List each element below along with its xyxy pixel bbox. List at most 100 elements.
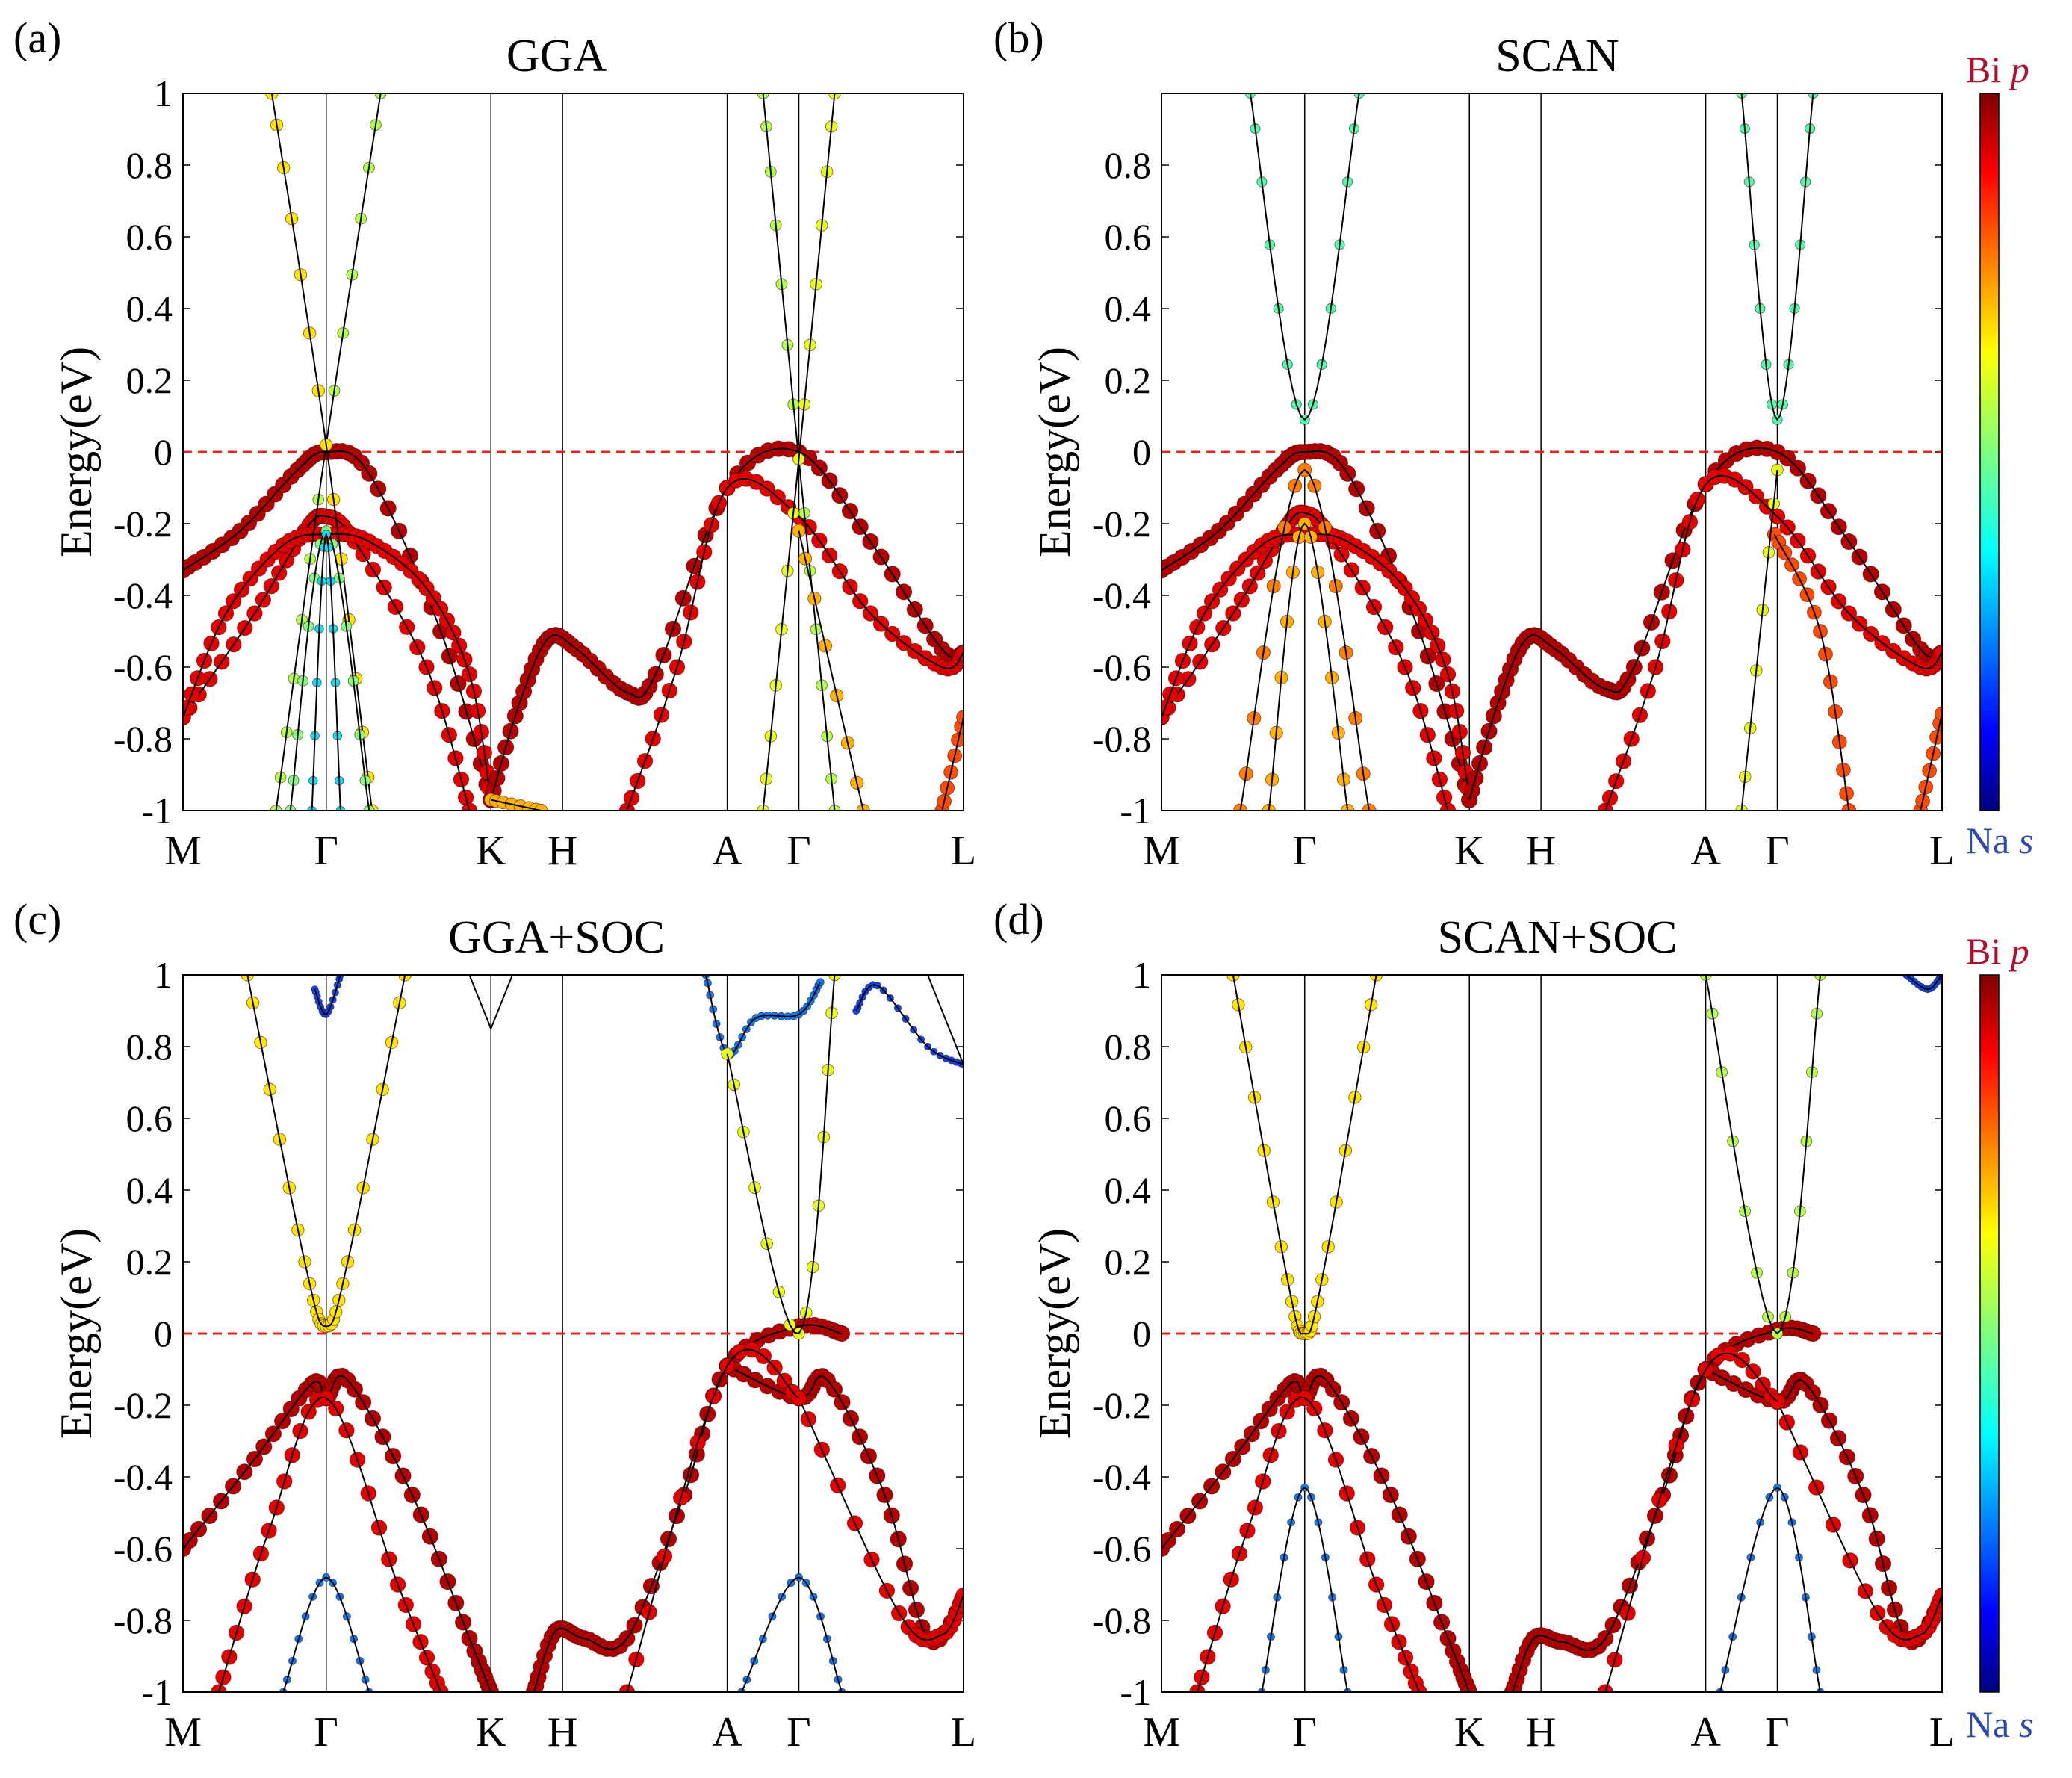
y-tick-label: 0.4 [1105, 288, 1152, 329]
y-tick-label: -0.6 [1092, 646, 1151, 688]
band-line [798, 530, 864, 811]
y-tick-label: 0.2 [126, 1241, 173, 1283]
band-line [270, 93, 373, 811]
y-tick-label: 0.6 [126, 1097, 173, 1139]
panel-title: SCAN [1495, 31, 1619, 81]
band-weight-dot [211, 1684, 227, 1692]
panel-label: (c) [13, 895, 61, 944]
y-tick-label: -0.6 [114, 646, 173, 688]
plot-frame [182, 974, 964, 1693]
y-tick-label: 0.6 [126, 216, 173, 258]
kpoint-label: H [548, 828, 577, 874]
band-line [1261, 1487, 1349, 1692]
kpoint-label: K [1454, 1709, 1484, 1756]
kpoint-label: K [476, 1709, 506, 1756]
y-tick-label: -0.4 [1092, 1456, 1151, 1498]
bands-group [183, 93, 964, 811]
y-tick-label: -0.6 [1092, 1528, 1151, 1570]
colorbar-bottom: Bi p Na s [1966, 930, 2033, 1745]
y-tick-label: 0 [154, 1313, 173, 1354]
kpoint-label: Γ [1293, 1709, 1317, 1756]
panel-title: SCAN+SOC [1438, 912, 1678, 963]
y-tick-label: 0.8 [1105, 144, 1152, 186]
y-tick-label: 0.4 [126, 1169, 173, 1211]
band-weight-dot [721, 1047, 733, 1060]
band-line [468, 975, 492, 1029]
band-line [941, 716, 964, 811]
band-line [1776, 1401, 1942, 1641]
kpoint-label: M [164, 1709, 202, 1756]
kpoint-label: A [712, 1709, 742, 1756]
y-tick-label: 0.6 [1105, 216, 1152, 258]
band-weight-dot [534, 803, 548, 811]
y-tick-label: -0.4 [114, 1456, 173, 1498]
kpoint-label: L [951, 1709, 976, 1756]
colorbar-bottom-high-label: Bi p [1966, 930, 2029, 972]
kpoint-label: Γ [1765, 828, 1789, 874]
y-tick-label: 0 [1132, 431, 1151, 473]
y-tick-label: 1 [1132, 954, 1151, 996]
y-tick-label: 0.8 [1105, 1026, 1152, 1068]
colorbar-bottom-low-label: Na s [1966, 1703, 2033, 1745]
y-axis-label: Energy(eV) [1030, 1228, 1079, 1439]
bands-group [1161, 975, 1942, 1692]
band-line [314, 975, 341, 1016]
band-weight-dot [1189, 1684, 1206, 1692]
band-line [1239, 468, 1370, 811]
band-line [798, 1397, 964, 1641]
y-tick-label: -0.4 [1092, 574, 1151, 616]
plot-frame [1161, 93, 1943, 811]
kpoint-label: M [1143, 1709, 1180, 1756]
y-tick-label: -0.8 [1092, 1599, 1151, 1641]
band-line [626, 477, 964, 811]
panel-label: (b) [993, 13, 1044, 62]
band-line [490, 975, 513, 1029]
band-line [183, 515, 471, 811]
band-weight-dot [618, 1684, 636, 1692]
y-tick-label: 1 [154, 954, 173, 996]
kpoint-label: M [164, 828, 202, 874]
band-line [1773, 533, 1850, 811]
band-weight-dot [1597, 1684, 1614, 1692]
kpoint-label: Γ [314, 1709, 338, 1756]
band-weight-dot [432, 1684, 449, 1692]
y-tick-label: -0.6 [114, 1528, 173, 1570]
kpoint-label: K [476, 828, 506, 874]
colorbar-top-high-label: Bi p [1966, 49, 2029, 90]
band-line [1249, 93, 1360, 421]
band-line [282, 1576, 370, 1692]
kpoint-label: A [712, 828, 742, 874]
kpoint-label: H [1526, 828, 1556, 874]
band-line [183, 533, 492, 800]
band-line [1905, 975, 1942, 991]
band-line [762, 93, 836, 811]
band-line [1604, 1352, 1778, 1692]
panel-2: SCAN (b) Energy(eV) 0.8 0.6 0.4 0.2 0 -0.2 -0.4 -0… [993, 13, 1955, 874]
band-line [246, 975, 406, 1328]
y-tick-label: 0.4 [126, 288, 173, 329]
y-tick-label: 0.8 [126, 1026, 173, 1068]
band-line [1161, 511, 1449, 811]
band-line [183, 450, 492, 800]
band-line [1161, 450, 1471, 800]
kpoint-label: M [1143, 828, 1180, 874]
kpoint-label: H [548, 1709, 577, 1756]
y-axis-label: Energy(eV) [52, 347, 101, 557]
y-tick-label: -1 [141, 1671, 173, 1713]
y-axis-label: Energy(eV) [52, 1228, 101, 1439]
kpoint-label: A [1690, 828, 1721, 874]
band-line [1196, 1396, 1421, 1692]
y-tick-label: -0.8 [114, 718, 173, 760]
band-line [626, 1348, 800, 1692]
y-tick-label: 0 [154, 431, 173, 473]
panel-title: GGA+SOC [448, 912, 665, 963]
panel-1: GGA (a) Energy(eV) 1 0.8 0.6 0.4 0.2 0 -0.2 -0.4 -0… [13, 13, 976, 874]
band-line [740, 1576, 843, 1692]
kpoint-label: K [1454, 828, 1484, 874]
band-line [490, 447, 964, 800]
colorbar-bottom-gradient [1979, 974, 2000, 1693]
kpoint-label: L [1929, 1709, 1955, 1756]
y-tick-label: 0 [1132, 1313, 1151, 1354]
y-tick-label: -0.2 [114, 503, 173, 545]
band-weight-dot [1929, 729, 1942, 745]
